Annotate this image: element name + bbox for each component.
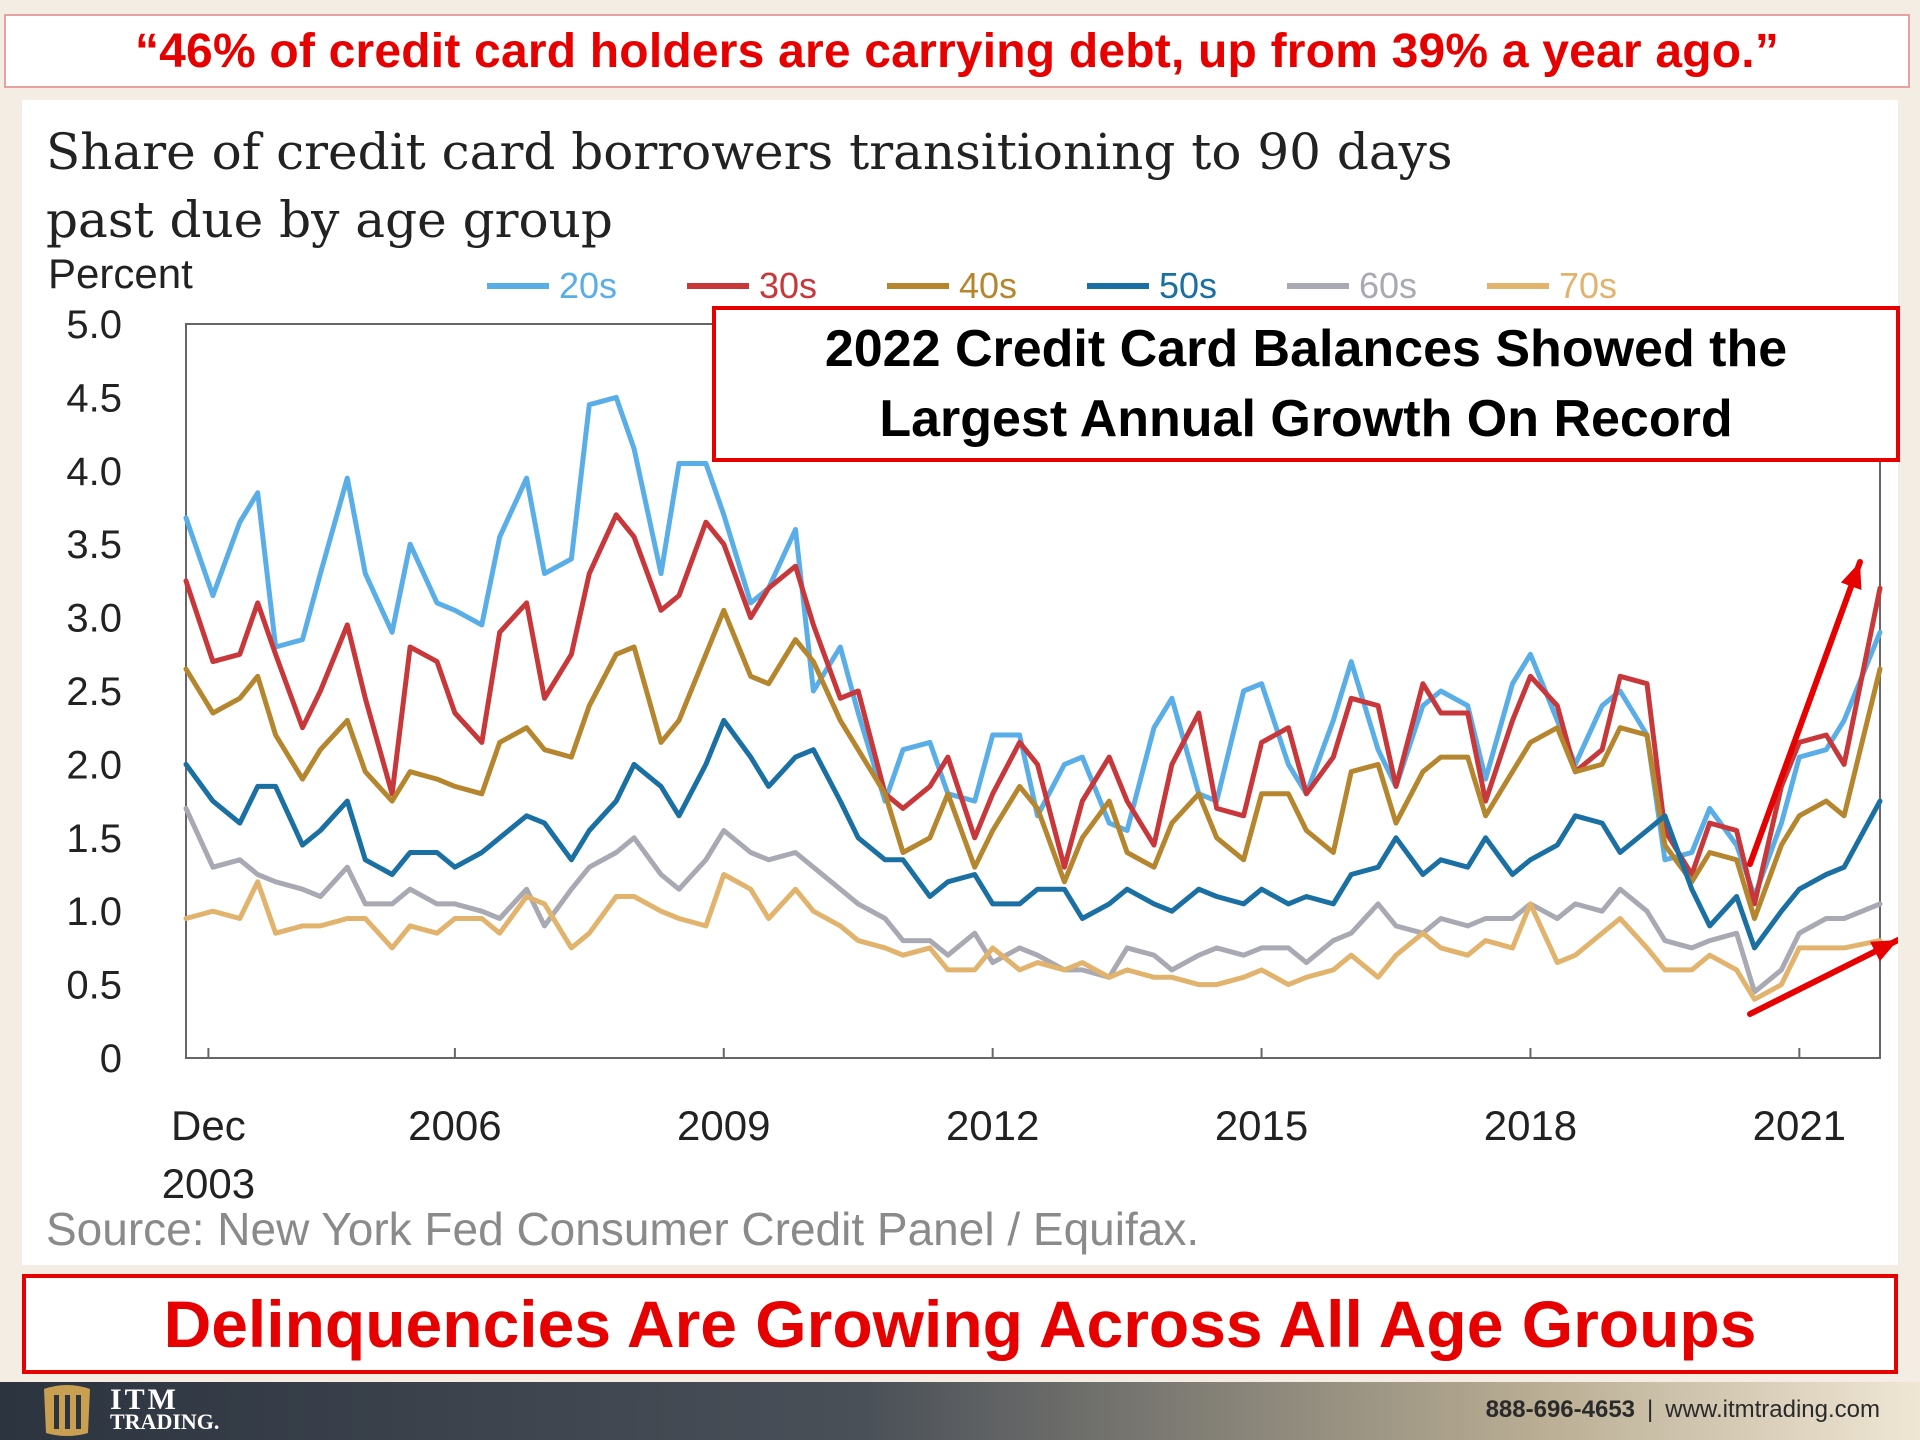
series-line [183,805,1883,995]
y-tick-label: 3.0 [66,597,122,641]
logo-wordmark: ITM TRADING. [110,1383,220,1434]
quote-text: “46% of credit card holders are carrying… [134,24,1780,78]
y-tick-label: 2.5 [66,670,122,714]
callout-text: 2022 Credit Card Balances Showed the Lar… [824,320,1788,448]
trend-arrow-upper-head [1840,562,1862,590]
y-tick-label: 3.5 [66,523,122,567]
line-chart: 5.0 4.5 4.0 3.5 3.0 2.5 2.0 1.5 1.0 0.5 0 Percent De… [48,250,1898,1207]
itm-logo[interactable]: ITM TRADING. [38,1382,219,1440]
y-tick-label: 1.0 [66,890,122,934]
y-axis-label: Percent [48,250,193,297]
y-tick-label: 0.5 [66,964,122,1008]
bottom-banner: Delinquencies Are Growing Across All Age… [22,1274,1898,1374]
y-tick-label: 2.0 [66,743,122,787]
quote-banner: “46% of credit card holders are carrying… [4,14,1910,88]
legend-label: 20s [559,265,617,306]
legend-label: 50s [1159,265,1217,306]
legend-label: 60s [1359,265,1417,306]
source-note: Source: New York Fed Consumer Credit Pan… [46,1203,1200,1255]
x-tick-label: 2006 [408,1102,501,1149]
x-tick-label: 2012 [946,1102,1039,1149]
x-tick-label: 2021 [1753,1102,1846,1149]
x-tick-label: 2015 [1215,1102,1308,1149]
website-link[interactable]: www.itmtrading.com [1665,1396,1880,1423]
contact-info: 888-696-4653 | www.itmtrading.com [1486,1396,1880,1424]
chart-panel: Share of credit card borrowers transitio… [22,100,1900,1265]
series-line [183,717,1883,951]
x-tick-label: Dec [171,1102,246,1149]
legend-label: 40s [959,265,1017,306]
contact-separator: | [1647,1396,1654,1423]
logo-line1: ITM [110,1383,179,1416]
x-tick-label: 2009 [677,1102,770,1149]
y-tick-label: 4.0 [66,450,122,494]
banner-text: Delinquencies Are Growing Across All Age… [163,1287,1757,1361]
x-tick-label: 2003 [162,1160,255,1207]
y-tick-label: 4.5 [66,376,122,420]
legend-label: 70s [1559,265,1617,306]
legend-label: 30s [759,265,817,306]
trend-arrow-lower-head [1870,940,1898,962]
series-line [183,872,1883,1002]
x-tick-label: 2018 [1484,1102,1577,1149]
trend-arrow-lower [1747,937,1898,1017]
y-tick-label: 1.5 [66,817,122,861]
logo-columns-icon [44,1385,90,1436]
series-line [183,512,1883,907]
series-line [183,607,1883,921]
footer-bar: ITM TRADING. 888-696-4653 | www.itmtrading… [0,1382,1920,1440]
trend-arrow-upper [1747,559,1863,867]
callout-box: 2022 Credit Card Balances Showed the Lar… [712,306,1900,462]
series-line [183,394,1883,899]
y-tick-label: 0 [100,1037,122,1081]
phone-link[interactable]: 888-696-4653 [1485,1396,1636,1423]
logo-line2: TRADING. [110,1409,220,1434]
y-tick-label: 5.0 [66,303,122,347]
chart-title: Share of credit card borrowers transitio… [46,123,1453,249]
